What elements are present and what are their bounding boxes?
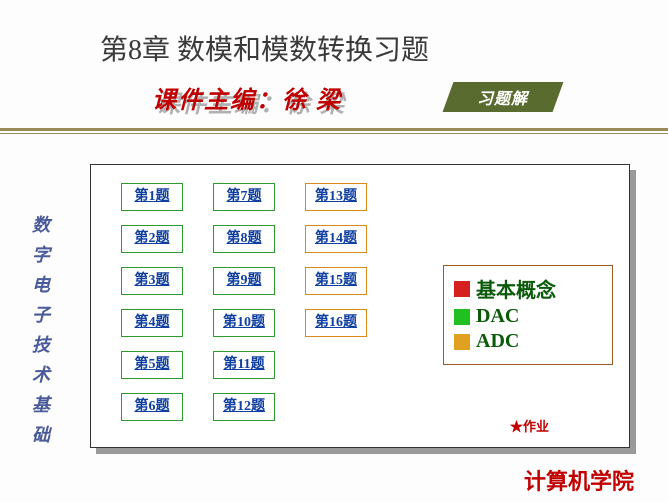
legend-item: ADC <box>454 330 602 353</box>
legend-label: DAC <box>476 305 519 328</box>
question-link[interactable]: 第10题 <box>213 309 275 337</box>
vertical-char: 术 <box>30 360 52 390</box>
legend-swatch <box>454 281 470 297</box>
question-link[interactable]: 第9题 <box>213 267 275 295</box>
slide-title: 第8章 数模和模数转换习题 <box>100 28 429 68</box>
legend-box: 基本概念DACADC <box>443 265 613 365</box>
question-link[interactable]: 第4题 <box>121 309 183 337</box>
vertical-book-title: 数字电子技术基础 <box>30 210 52 450</box>
question-link[interactable]: 第15题 <box>305 267 367 295</box>
question-col-3: 第13题第14题第15题第16题 <box>305 183 367 351</box>
badge[interactable]: 习题解 <box>448 82 558 112</box>
question-link[interactable]: 第5题 <box>121 351 183 379</box>
content-box: 第1题第2题第3题第4题第5题第6题 第7题第8题第9题第10题第11题第12题… <box>90 164 630 448</box>
question-link[interactable]: 第11题 <box>213 351 275 379</box>
footnote-text: 作业 <box>523 419 549 434</box>
vertical-char: 基 <box>30 390 52 420</box>
legend-swatch <box>454 334 470 350</box>
legend-item: 基本概念 <box>454 274 602 303</box>
vertical-char: 电 <box>30 270 52 300</box>
question-col-1: 第1题第2题第3题第4题第5题第6题 <box>121 183 183 435</box>
question-link[interactable]: 第1题 <box>121 183 183 211</box>
vertical-char: 技 <box>30 330 52 360</box>
vertical-char: 础 <box>30 420 52 450</box>
legend-label: 基本概念 <box>476 274 556 303</box>
divider <box>0 128 668 134</box>
question-grid: 第1题第2题第3题第4题第5题第6题 第7题第8题第9题第10题第11题第12题… <box>121 183 393 435</box>
vertical-char: 子 <box>30 300 52 330</box>
legend-label: ADC <box>476 330 519 353</box>
question-link[interactable]: 第13题 <box>305 183 367 211</box>
footer-org: 计算机学院 <box>524 464 634 496</box>
question-link[interactable]: 第12题 <box>213 393 275 421</box>
question-link[interactable]: 第7题 <box>213 183 275 211</box>
question-link[interactable]: 第16题 <box>305 309 367 337</box>
question-link[interactable]: 第3题 <box>121 267 183 295</box>
question-link[interactable]: 第2题 <box>121 225 183 253</box>
question-link[interactable]: 第8题 <box>213 225 275 253</box>
question-link[interactable]: 第6题 <box>121 393 183 421</box>
vertical-char: 数 <box>30 210 52 240</box>
subtitle: 课件主编：徐 梁 <box>152 80 342 115</box>
question-link[interactable]: 第14题 <box>305 225 367 253</box>
footnote: ★作业 <box>510 416 549 435</box>
legend-swatch <box>454 309 470 325</box>
star-icon: ★ <box>510 419 523 434</box>
vertical-char: 字 <box>30 240 52 270</box>
question-col-2: 第7题第8题第9题第10题第11题第12题 <box>213 183 275 435</box>
badge-text: 习题解 <box>477 85 528 109</box>
legend-item: DAC <box>454 305 602 328</box>
